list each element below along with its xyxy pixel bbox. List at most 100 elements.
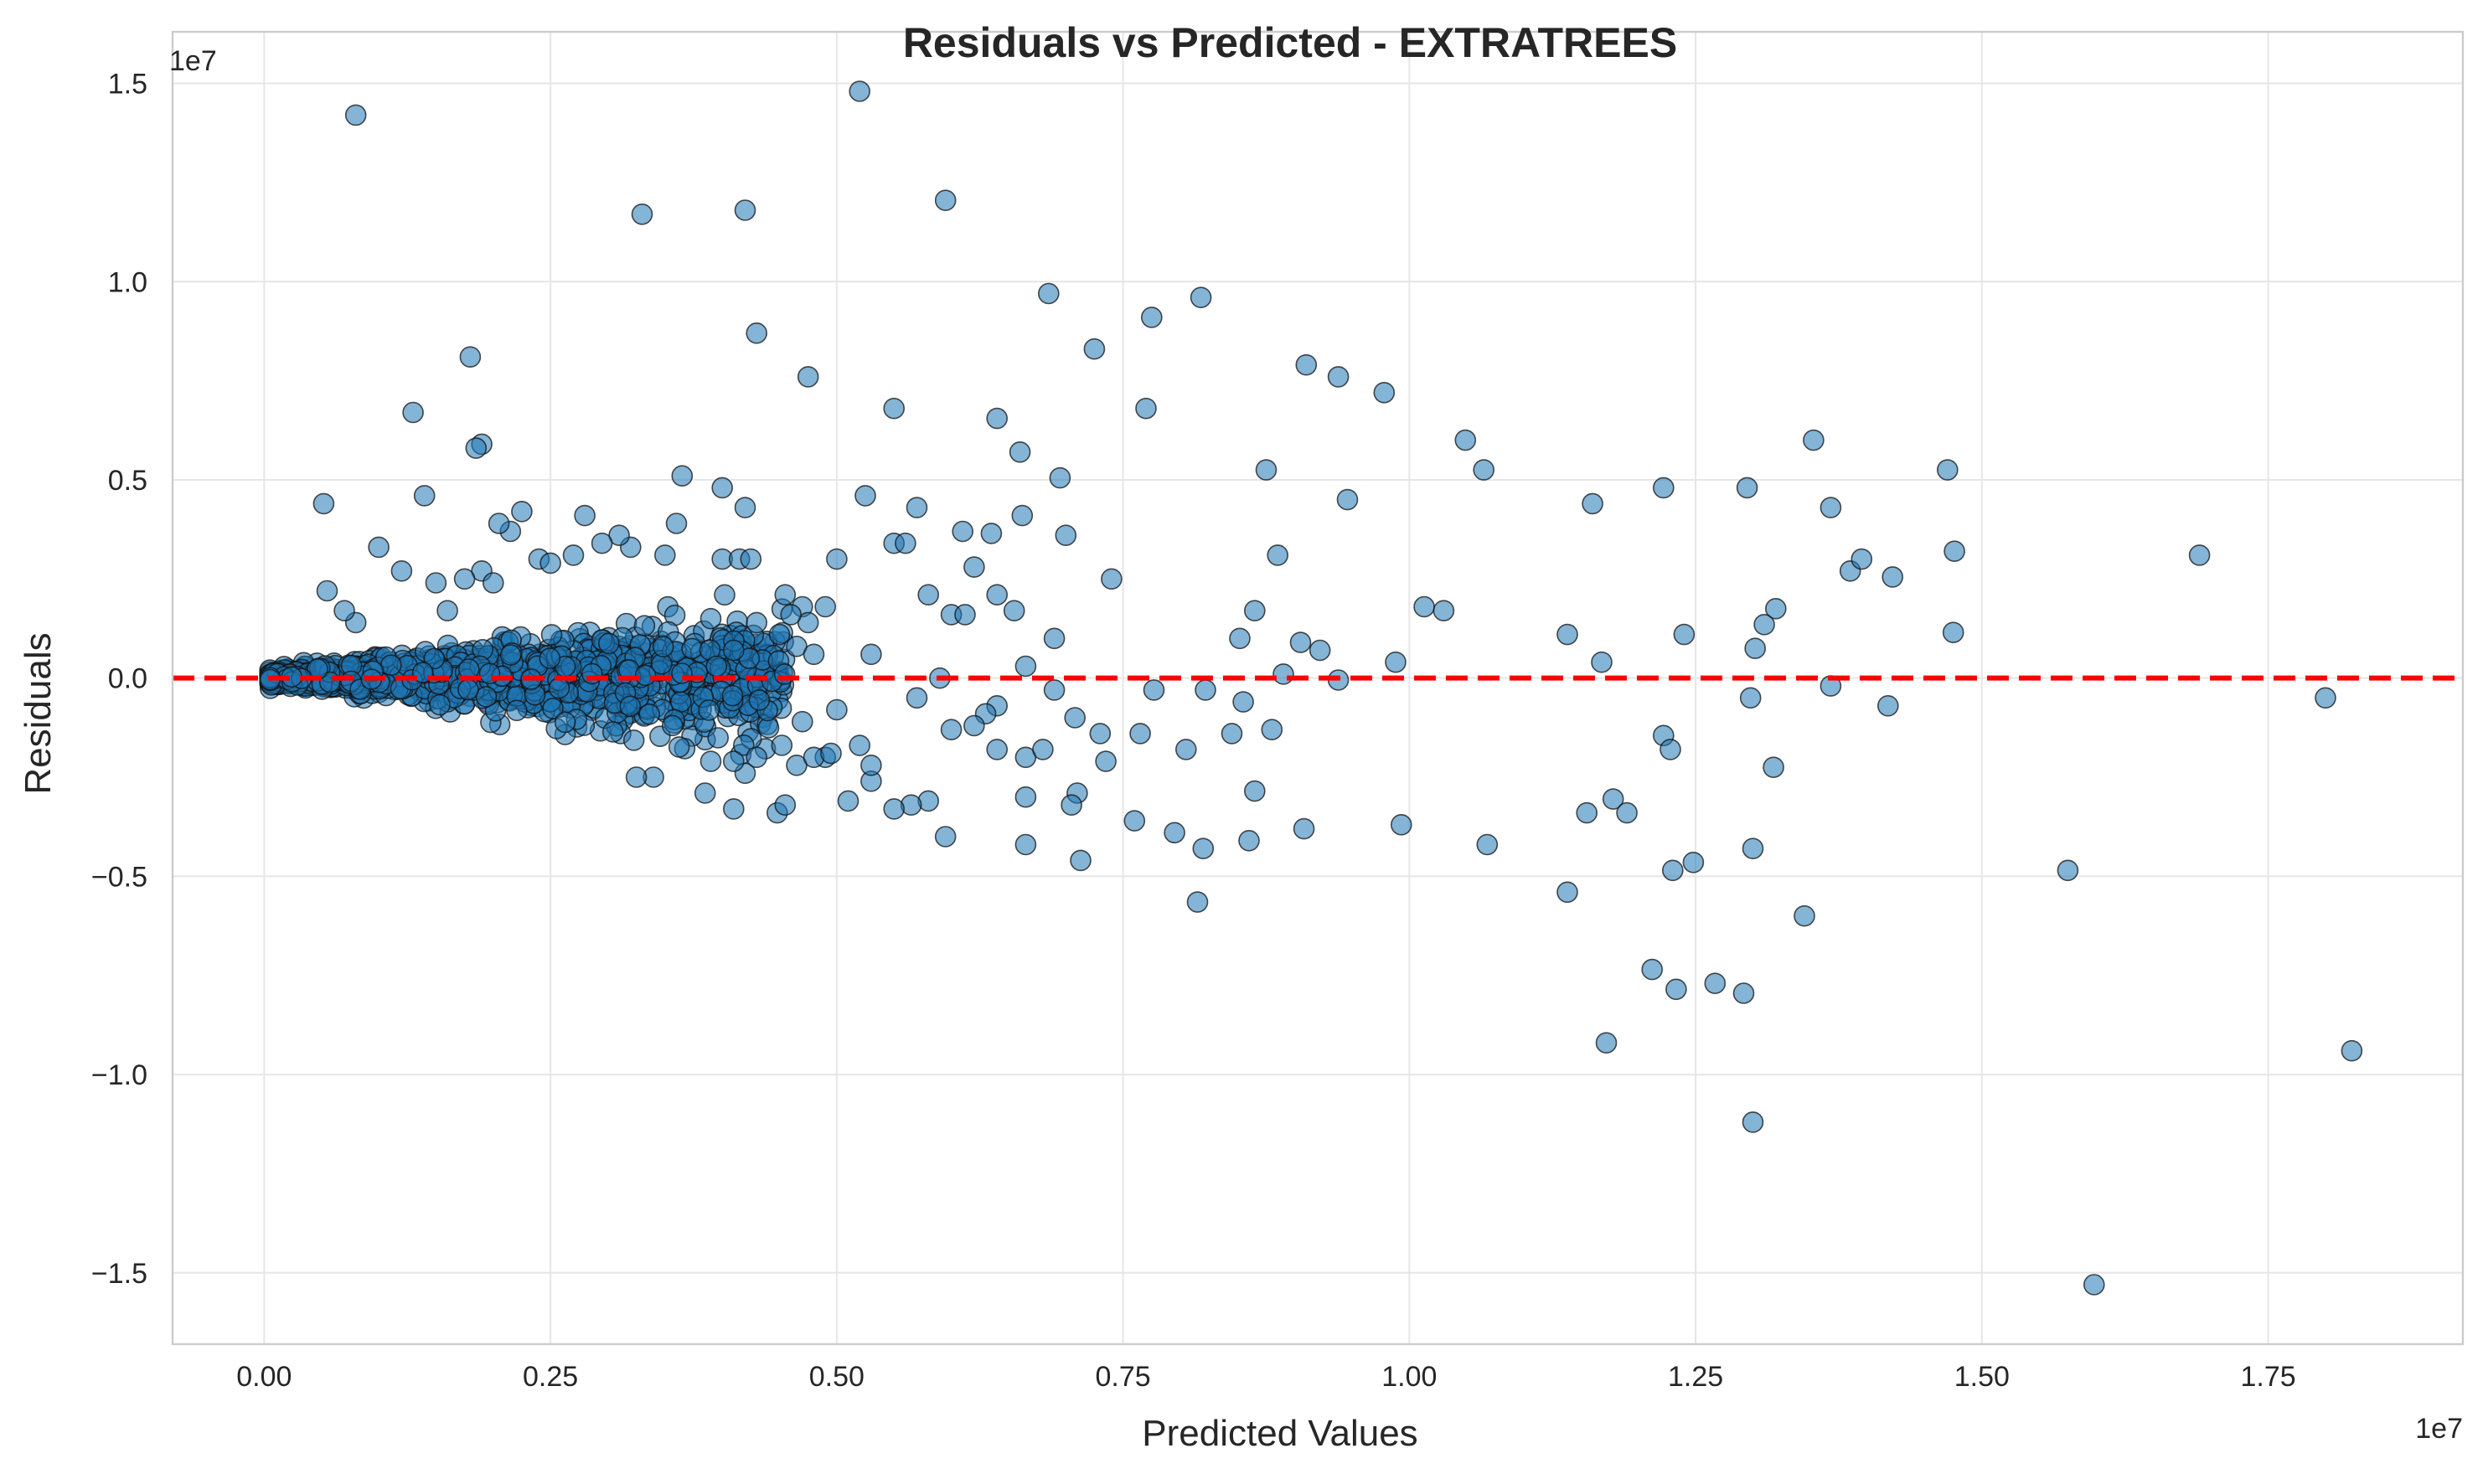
- data-point: [1476, 833, 1499, 856]
- data-point: [591, 532, 613, 554]
- data-point: [986, 584, 1008, 606]
- data-point: [1238, 829, 1260, 852]
- y-tick-label: 0.0: [108, 663, 147, 695]
- data-point: [1089, 723, 1112, 745]
- data-point: [1665, 978, 1687, 1001]
- data-point: [1765, 597, 1787, 620]
- data-point: [1232, 691, 1254, 713]
- data-point: [581, 662, 603, 685]
- data-point: [1009, 441, 1031, 463]
- data-point: [1014, 833, 1037, 856]
- data-point: [1327, 366, 1350, 388]
- data-point: [540, 624, 563, 646]
- data-point: [734, 497, 756, 518]
- data-point: [1164, 822, 1185, 844]
- data-point: [669, 691, 692, 713]
- y-axis-label: Residuals: [18, 632, 59, 794]
- data-point: [1591, 651, 1613, 673]
- y-axis-ticks: 1.5 1.0 0.5 0.0 −0.5 −1.0 −1.5: [91, 69, 147, 1290]
- data-point: [1753, 613, 1775, 636]
- data-point: [1662, 859, 1684, 882]
- data-point: [1186, 891, 1209, 913]
- data-point: [722, 639, 745, 662]
- data-point: [488, 513, 510, 534]
- data-point: [1473, 459, 1494, 481]
- data-point: [740, 548, 762, 570]
- data-point: [390, 559, 413, 582]
- data-point: [1221, 723, 1243, 745]
- data-point: [1877, 694, 1899, 717]
- data-point: [2083, 1274, 2105, 1296]
- data-point: [849, 734, 870, 756]
- data-point: [711, 477, 734, 499]
- data-point: [934, 826, 957, 848]
- x-tick-label: 1.00: [1381, 1361, 1437, 1393]
- x-axis-label: Predicted Values: [1142, 1413, 1417, 1454]
- data-point: [2341, 1039, 2363, 1062]
- data-point: [826, 548, 848, 570]
- data-point: [1942, 621, 1964, 644]
- data-point: [631, 204, 653, 225]
- data-point: [1556, 623, 1578, 646]
- data-point: [854, 485, 876, 507]
- data-point: [1190, 286, 1212, 309]
- data-point: [539, 552, 561, 575]
- data-point: [1083, 338, 1106, 360]
- data-point: [954, 604, 976, 626]
- data-point: [661, 714, 684, 737]
- data-point: [906, 687, 928, 709]
- data-point: [1014, 655, 1037, 678]
- data-point: [1255, 459, 1278, 481]
- data-point: [671, 465, 694, 487]
- data-point: [554, 711, 576, 734]
- data-point: [1576, 801, 1598, 824]
- data-point: [895, 532, 916, 554]
- data-point: [1736, 477, 1758, 499]
- data-point: [746, 611, 768, 634]
- data-point: [619, 695, 642, 718]
- x-axis-offset-label: 1e7: [2415, 1413, 2463, 1445]
- data-point: [511, 500, 533, 523]
- data-point: [1289, 631, 1312, 653]
- data-point: [952, 520, 973, 543]
- data-point: [1129, 723, 1151, 745]
- data-point: [820, 742, 842, 765]
- x-tick-label: 0.00: [236, 1361, 292, 1393]
- data-point: [797, 366, 819, 388]
- data-point: [734, 199, 756, 221]
- data-point: [1272, 663, 1294, 685]
- data-point: [1937, 459, 1959, 481]
- data-point: [402, 401, 424, 424]
- x-tick-label: 1.50: [1954, 1361, 2010, 1393]
- data-point: [562, 544, 585, 566]
- data-point: [1432, 600, 1455, 622]
- data-point: [1881, 566, 1903, 588]
- data-point: [1391, 813, 1412, 836]
- data-point: [1851, 548, 1873, 570]
- data-point: [1556, 881, 1578, 904]
- chart-title: Residuals vs Predicted - EXTRATREES: [903, 19, 1677, 66]
- data-point: [860, 754, 882, 776]
- data-point: [668, 736, 690, 758]
- data-point: [333, 600, 355, 622]
- data-point: [826, 698, 848, 721]
- data-point: [429, 693, 451, 716]
- data-point: [1595, 1032, 1618, 1054]
- data-point: [1732, 982, 1755, 1004]
- data-point: [1038, 282, 1060, 305]
- data-point: [344, 104, 367, 126]
- data-point: [1602, 788, 1624, 810]
- data-point: [980, 523, 1003, 544]
- data-point: [748, 689, 771, 711]
- data-point: [1682, 852, 1705, 873]
- x-tick-label: 1.75: [2241, 1361, 2296, 1393]
- data-point: [774, 794, 797, 817]
- data-point: [746, 322, 768, 344]
- data-point: [312, 492, 335, 515]
- data-point: [1582, 492, 1603, 515]
- data-point: [883, 798, 905, 820]
- data-point: [1141, 307, 1163, 328]
- y-tick-label: 1.5: [108, 69, 147, 100]
- data-point: [379, 654, 402, 677]
- data-point: [1803, 429, 1825, 451]
